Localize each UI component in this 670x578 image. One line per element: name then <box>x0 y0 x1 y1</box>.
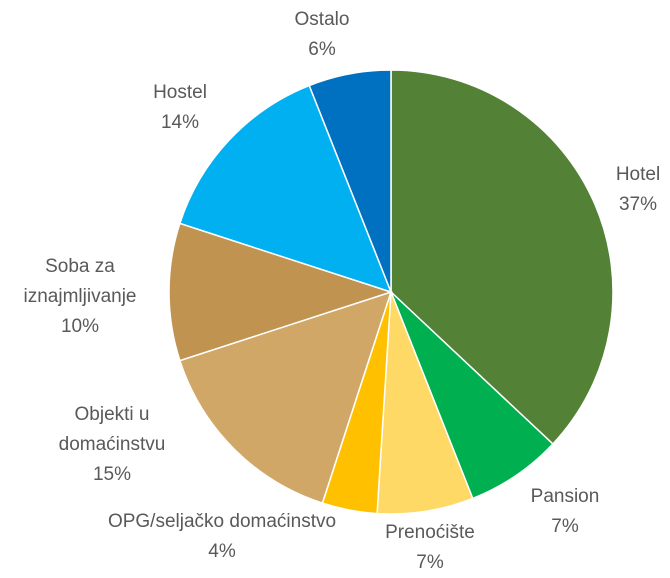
slice-label: Soba za iznajmljivanje 10% <box>5 252 155 342</box>
value-label: 7% <box>551 516 579 537</box>
slice-label: Prenoćište 7% <box>360 518 500 578</box>
slice-label: OPG/seljačko domaćinstvo 4% <box>62 507 382 567</box>
category-label: Hotel <box>615 164 661 185</box>
slice-label: Pansion 7% <box>505 482 625 542</box>
value-label: 7% <box>416 552 444 573</box>
pie-slice <box>308 69 392 293</box>
slice-label: Hostel 14% <box>130 78 230 138</box>
pie-slice <box>178 290 393 505</box>
slice-label: Hotel 37% <box>598 160 670 220</box>
pie-slice <box>168 222 394 362</box>
value-label: 15% <box>92 464 132 485</box>
value-label: 10% <box>60 316 100 337</box>
category-label: OPG/seljačko domaćinstvo <box>107 511 337 532</box>
category-label: Objekti u domaćinstvu <box>58 404 166 455</box>
category-label: Prenoćište <box>385 522 475 543</box>
value-label: 4% <box>208 541 236 562</box>
value-label: 14% <box>160 112 200 133</box>
value-label: 6% <box>308 39 336 60</box>
slice-label: Ostalo 6% <box>277 5 367 65</box>
pie-slice <box>390 69 614 446</box>
category-label: Ostalo <box>294 9 350 30</box>
category-label: Soba za iznajmljivanje <box>23 256 137 307</box>
category-label: Pansion <box>530 486 600 507</box>
category-label: Hostel <box>153 82 207 103</box>
pie-slice <box>178 84 393 294</box>
value-label: 37% <box>618 194 658 215</box>
slice-label: Objekti u domaćinstvu 15% <box>42 400 182 490</box>
